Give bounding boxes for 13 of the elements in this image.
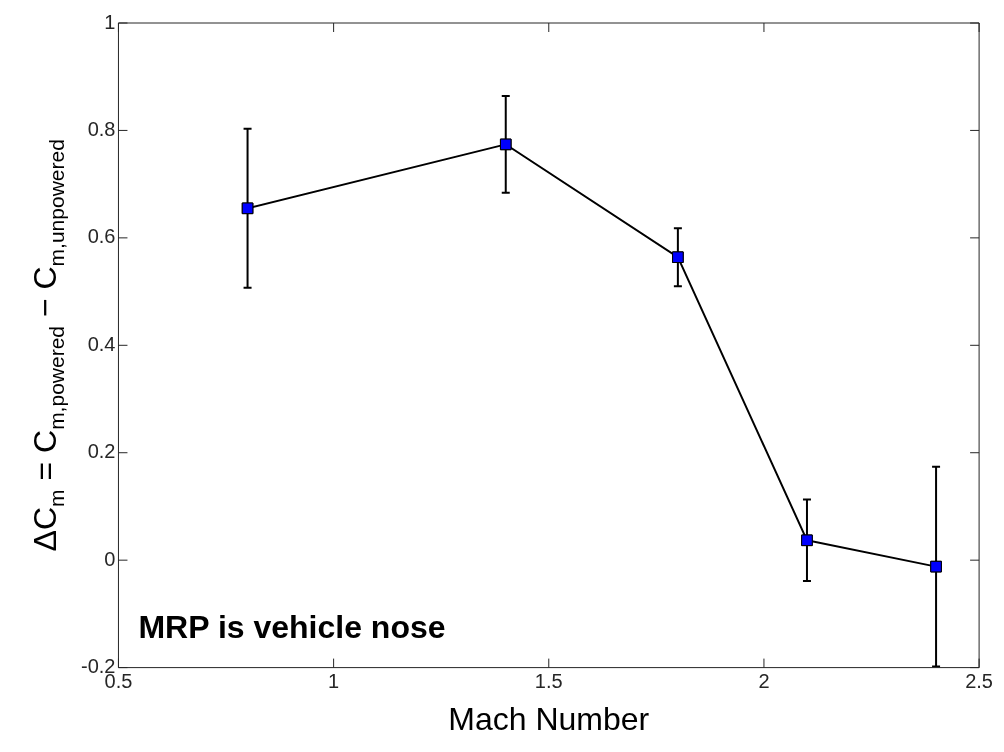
- x-tick-label: 2.5: [965, 670, 993, 693]
- y-tick-label: 0.4: [87, 332, 116, 355]
- annotation: MRP is vehicle nose: [138, 608, 446, 645]
- y-tick-label: 1: [104, 10, 116, 33]
- y-tick-label: 0.6: [87, 225, 116, 248]
- y-tick-label: 0: [104, 547, 116, 570]
- y-tick-label: 0.8: [87, 117, 116, 140]
- x-tick-label: 2: [758, 670, 770, 693]
- y-axis-title: ΔCm = Cm,powered − Cm,unpowered: [27, 139, 68, 552]
- x-axis-title: Mach Number: [448, 700, 650, 737]
- y-tick-label: 0.2: [87, 440, 116, 463]
- x-tick-label: 1.5: [534, 670, 563, 693]
- x-tick-label: 1: [328, 670, 340, 693]
